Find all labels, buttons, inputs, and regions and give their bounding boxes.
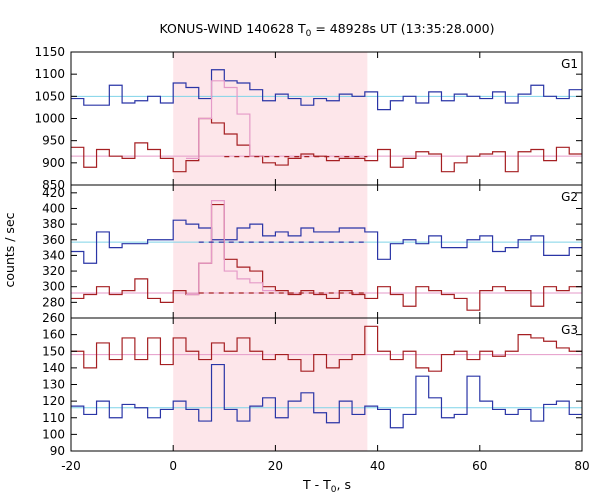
panel-label-g2: G2	[561, 190, 578, 204]
burst-interval-highlight	[173, 52, 368, 451]
y-tick-label: 1100	[34, 67, 65, 81]
burst-model-g2	[185, 200, 276, 296]
y-tick-label: 160	[42, 328, 65, 342]
y-axis-title: counts / sec	[2, 212, 17, 287]
y-tick-label: 110	[42, 411, 65, 425]
y-tick-label: 1150	[34, 45, 65, 59]
series-g2-1	[71, 203, 582, 311]
highlight-rect	[173, 52, 368, 451]
series-g2-0	[71, 219, 582, 264]
y-tick-label: 420	[42, 186, 65, 200]
y-tick-label: 900	[42, 156, 65, 170]
series-g1-0	[71, 69, 582, 111]
axis-labels: 8509009501000105011001150G12602803003203…	[34, 45, 589, 473]
y-tick-label: 140	[42, 361, 65, 375]
x-axis-title: T - T0, s	[302, 477, 351, 495]
y-tick-label: 280	[42, 295, 65, 309]
y-tick-label: 380	[42, 217, 65, 231]
y-tick-label: 90	[50, 444, 65, 458]
x-tick-label: 20	[268, 459, 283, 473]
burst-model-g1	[185, 80, 263, 159]
y-tick-label: 120	[42, 394, 65, 408]
y-tick-label: 1000	[34, 112, 65, 126]
y-tick-label: 1050	[34, 89, 65, 103]
panel-label-g3: G3	[561, 323, 578, 337]
x-tick-label: 40	[370, 459, 385, 473]
y-tick-label: 360	[42, 233, 65, 247]
y-tick-label: 320	[42, 264, 65, 278]
series-g3-1	[71, 325, 582, 372]
y-tick-label: 850	[42, 178, 65, 192]
y-tick-label: 950	[42, 134, 65, 148]
y-tick-label: 150	[42, 344, 65, 358]
series-g3-0	[71, 363, 582, 429]
y-tick-label: 260	[42, 311, 65, 325]
x-tick-label: 80	[574, 459, 589, 473]
y-tick-label: 300	[42, 280, 65, 294]
chart-title: KONUS-WIND 140628 T0 = 48928s UT (13:35:…	[159, 21, 494, 39]
y-tick-label: 130	[42, 378, 65, 392]
axis-ticks	[70, 51, 583, 452]
series-layer	[71, 69, 582, 429]
y-tick-label: 340	[42, 248, 65, 262]
y-tick-label: 100	[42, 427, 65, 441]
panel-label-g1: G1	[561, 57, 578, 71]
x-tick-label: 0	[169, 459, 177, 473]
x-tick-label: -20	[61, 459, 81, 473]
x-tick-label: 60	[472, 459, 487, 473]
y-tick-label: 400	[42, 201, 65, 215]
